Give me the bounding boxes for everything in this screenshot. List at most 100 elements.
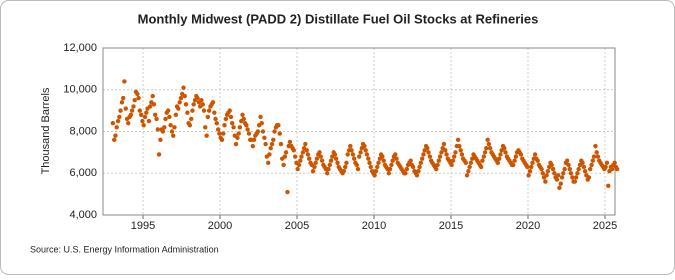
point — [178, 95, 184, 101]
point — [550, 166, 556, 172]
point — [269, 141, 275, 147]
point — [263, 141, 268, 147]
point — [300, 150, 306, 155]
point — [113, 133, 118, 138]
point — [120, 95, 126, 101]
point — [176, 106, 181, 111]
point — [244, 123, 249, 128]
y-tick-label: 10,000 — [63, 84, 97, 96]
point — [165, 108, 171, 113]
point — [416, 168, 421, 174]
point — [502, 146, 507, 151]
point — [241, 116, 246, 122]
point — [114, 125, 119, 130]
point — [394, 156, 399, 161]
point — [603, 164, 608, 170]
point — [296, 162, 302, 168]
point — [468, 160, 474, 166]
point — [357, 154, 362, 159]
point — [328, 158, 334, 163]
point — [513, 154, 519, 159]
point — [206, 108, 212, 113]
point — [609, 166, 615, 172]
point — [557, 185, 562, 191]
point — [403, 171, 408, 176]
point — [160, 129, 166, 134]
point — [450, 158, 456, 163]
point — [237, 125, 243, 130]
point — [582, 168, 588, 174]
point — [559, 175, 565, 180]
point — [138, 112, 144, 118]
point — [304, 148, 309, 153]
point — [219, 137, 225, 143]
point — [485, 137, 490, 143]
point — [375, 164, 380, 170]
point — [132, 97, 137, 103]
y-tick-label: 4,000 — [69, 209, 97, 221]
y-tick-label: 6,000 — [69, 167, 97, 179]
point — [135, 91, 140, 97]
point — [389, 162, 394, 168]
point — [325, 171, 330, 176]
point — [503, 150, 508, 155]
point — [260, 129, 266, 134]
point — [163, 116, 168, 122]
point — [487, 146, 493, 151]
point — [228, 114, 234, 120]
point — [511, 162, 516, 168]
point — [140, 118, 145, 124]
point — [457, 143, 462, 149]
point — [169, 129, 175, 134]
point — [561, 171, 566, 176]
point — [434, 166, 439, 172]
point — [319, 158, 325, 163]
point — [267, 152, 272, 157]
point — [580, 160, 585, 166]
point — [452, 154, 457, 159]
point — [526, 173, 531, 178]
point — [122, 79, 127, 84]
point — [478, 164, 484, 170]
point — [414, 173, 420, 178]
point — [171, 133, 176, 138]
point — [268, 146, 273, 151]
point — [390, 158, 395, 163]
point — [173, 112, 179, 118]
point — [381, 158, 386, 163]
point — [177, 100, 182, 105]
point — [343, 164, 348, 170]
y-tick-label: 8,000 — [69, 125, 97, 137]
point — [421, 152, 426, 157]
point — [183, 102, 189, 107]
y-axis-label: Thousand Barrels — [40, 87, 52, 174]
point — [303, 141, 308, 147]
y-tick-label: 12,000 — [63, 42, 97, 54]
point — [306, 156, 312, 161]
point — [332, 152, 338, 157]
point — [410, 164, 416, 170]
point — [129, 108, 135, 113]
point — [364, 152, 370, 157]
point — [168, 123, 173, 128]
point — [404, 166, 410, 172]
point — [581, 164, 587, 170]
point — [458, 148, 463, 153]
point — [482, 150, 488, 155]
point — [441, 141, 447, 147]
point — [236, 131, 241, 136]
point — [155, 127, 161, 132]
point — [498, 152, 503, 157]
point — [350, 152, 356, 157]
point — [527, 168, 533, 174]
point — [576, 166, 581, 172]
point — [355, 166, 361, 172]
point — [606, 183, 611, 188]
point — [158, 137, 163, 143]
x-tick-label: 2010 — [362, 220, 386, 232]
point — [326, 166, 331, 172]
point — [467, 164, 472, 170]
point — [612, 160, 617, 166]
point — [549, 162, 554, 168]
